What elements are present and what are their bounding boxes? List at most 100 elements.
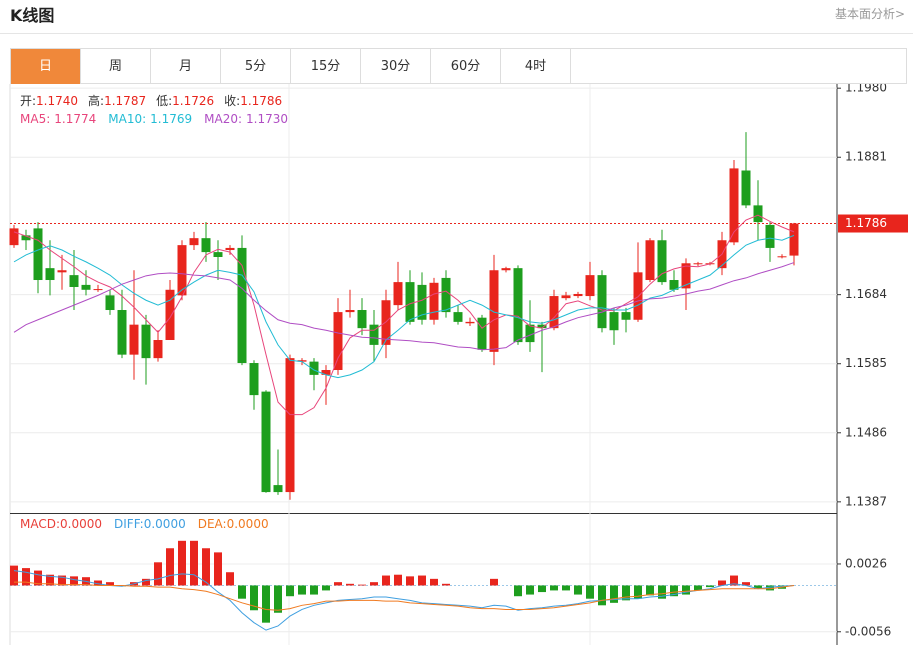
macd-bar bbox=[94, 580, 102, 586]
candle-body bbox=[621, 312, 631, 320]
macd-bar bbox=[490, 578, 498, 586]
tab[interactable]: 日 bbox=[11, 49, 81, 84]
y-tick-label: 1.1980 bbox=[845, 81, 887, 95]
last-price-label: 1.1786 bbox=[845, 216, 887, 230]
candle-body bbox=[513, 268, 523, 343]
legend-name: MACD: bbox=[20, 517, 60, 531]
macd-line bbox=[13, 570, 795, 631]
ohlc-value: 1.1787 bbox=[104, 94, 146, 108]
candle-body bbox=[681, 263, 691, 289]
candle-body bbox=[129, 324, 139, 355]
macd-bar bbox=[274, 585, 282, 613]
macd-bar bbox=[298, 585, 306, 595]
macd-bar bbox=[598, 585, 606, 606]
candle-body bbox=[333, 312, 343, 370]
macd-bar bbox=[358, 584, 366, 586]
legend-value: 0.0000 bbox=[144, 517, 186, 531]
macd-bar bbox=[154, 562, 162, 586]
candle-body bbox=[189, 238, 199, 246]
legend-name: MA5: bbox=[20, 112, 50, 126]
macd-bar bbox=[46, 574, 54, 586]
ohlc-name: 收: bbox=[224, 94, 240, 108]
ohlc-legend: 开:1.1740 高:1.1787 低:1.1726 收:1.1786 bbox=[20, 93, 282, 108]
macd-bar bbox=[610, 585, 618, 603]
ohlc-name: 高: bbox=[88, 93, 104, 108]
candle-body bbox=[345, 310, 355, 313]
macd-bar bbox=[682, 585, 690, 595]
macd-bar bbox=[718, 580, 726, 586]
macd-bar bbox=[730, 575, 738, 586]
macd-bar bbox=[586, 585, 594, 599]
ma-legend: MA5: 1.1774 MA10: 1.1769 MA20: 1.1730 bbox=[20, 112, 288, 126]
last-price-box bbox=[838, 214, 908, 233]
candle-body bbox=[93, 289, 103, 291]
y-tick-label: 1.1486 bbox=[845, 425, 887, 439]
macd-bar bbox=[214, 552, 222, 586]
candle-body bbox=[261, 391, 271, 493]
y-tick-label: -0.0056 bbox=[845, 624, 891, 638]
ma-line bbox=[13, 214, 795, 416]
tab[interactable]: 月 bbox=[151, 49, 221, 84]
legend-value: 1.1730 bbox=[246, 112, 288, 126]
candle-body bbox=[117, 310, 127, 355]
macd-bar bbox=[310, 585, 318, 595]
macd-bar bbox=[286, 585, 294, 597]
candle-body bbox=[237, 247, 247, 364]
macd-legend: MACD:0.0000 DIFF:0.0000 DEA:0.0000 bbox=[20, 517, 269, 531]
macd-bar bbox=[658, 585, 666, 599]
macd-bar bbox=[346, 583, 354, 586]
candle-body bbox=[657, 240, 667, 283]
legend-name: MA10: bbox=[108, 112, 146, 126]
legend-name: MA20: bbox=[204, 112, 242, 126]
macd-bar bbox=[754, 585, 762, 589]
y-tick-label: 0.0026 bbox=[845, 556, 887, 570]
title: K线图 bbox=[10, 6, 55, 25]
candle-body bbox=[693, 263, 703, 265]
tab[interactable]: 5分 bbox=[221, 49, 291, 84]
candle-body bbox=[669, 280, 679, 290]
macd-bar bbox=[442, 583, 450, 586]
candle-body bbox=[465, 321, 475, 324]
candle-body bbox=[57, 270, 67, 273]
macd-bar bbox=[526, 585, 534, 595]
candle-body bbox=[381, 300, 391, 345]
tab[interactable]: 30分 bbox=[361, 49, 431, 84]
macd-bar bbox=[370, 582, 378, 586]
macd-bar bbox=[142, 578, 150, 586]
candle-body bbox=[105, 295, 115, 311]
macd-bar bbox=[562, 585, 570, 591]
y-tick-label: 1.1585 bbox=[845, 356, 887, 370]
ma-line bbox=[13, 262, 795, 351]
fundamentals-link[interactable]: 基本面分析> bbox=[834, 7, 905, 21]
divider bbox=[0, 33, 913, 34]
macd-bar bbox=[262, 585, 270, 623]
candle-body bbox=[273, 485, 283, 493]
candle-body bbox=[573, 293, 583, 297]
candle-body bbox=[393, 282, 403, 306]
candle-body bbox=[765, 224, 775, 248]
macd-bar bbox=[574, 585, 582, 595]
tab[interactable]: 周 bbox=[81, 49, 151, 84]
tab[interactable]: 4时 bbox=[501, 49, 571, 84]
macd-bar bbox=[538, 585, 546, 593]
macd-bar bbox=[514, 585, 522, 597]
tab[interactable]: 60分 bbox=[431, 49, 501, 84]
macd-bar bbox=[418, 575, 426, 586]
macd-bar bbox=[394, 574, 402, 586]
candle-body bbox=[21, 235, 31, 241]
candle-body bbox=[285, 358, 295, 493]
legend-value: 0.0000 bbox=[227, 517, 269, 531]
candle-body bbox=[165, 289, 175, 341]
macd-bar bbox=[226, 572, 234, 586]
macd-bar bbox=[622, 585, 630, 601]
tab[interactable]: 15分 bbox=[291, 49, 361, 84]
candle-body bbox=[585, 275, 595, 297]
candle-body bbox=[357, 310, 367, 329]
macd-bar bbox=[742, 582, 750, 586]
candle-body bbox=[525, 324, 535, 343]
macd-bar bbox=[430, 578, 438, 586]
macd-bar bbox=[34, 570, 42, 586]
macd-bar bbox=[238, 585, 246, 599]
